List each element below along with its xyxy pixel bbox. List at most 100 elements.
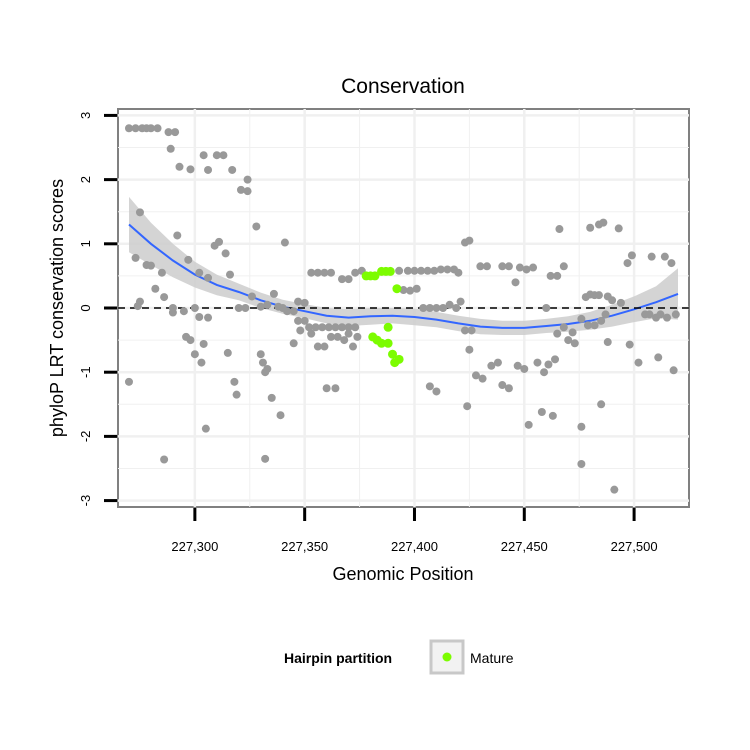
mature-point: [383, 322, 393, 332]
x-tick-label: 227,450: [501, 539, 548, 554]
y-tick-label: 0: [78, 304, 93, 311]
background-point: [627, 251, 636, 260]
background-point: [324, 323, 333, 332]
background-point: [395, 266, 404, 275]
background-point: [476, 262, 485, 271]
background-point: [331, 384, 340, 393]
background-point: [467, 326, 476, 335]
background-point: [263, 300, 272, 309]
axis-layer: 227,300 227,350 227,400 227,450 227,500 -3 -2 -…: [78, 112, 658, 554]
background-point: [406, 286, 415, 295]
background-point: [186, 165, 195, 174]
confidence-band: [129, 196, 678, 335]
background-point: [625, 340, 634, 349]
background-point: [432, 304, 441, 312]
chart-title: Conservation: [341, 75, 465, 98]
background-point: [135, 297, 144, 306]
background-point: [307, 268, 316, 277]
background-point: [322, 384, 331, 393]
background-point: [146, 261, 155, 270]
y-tick-label: -3: [78, 495, 93, 507]
background-point: [513, 361, 522, 370]
background-point: [261, 454, 270, 463]
background-point: [478, 374, 487, 383]
background-point: [168, 308, 177, 317]
background-point: [645, 310, 654, 319]
background-point: [671, 310, 680, 319]
x-tick-label: 227,300: [171, 539, 218, 554]
background-point: [425, 304, 434, 312]
background-point: [654, 353, 663, 362]
background-point: [537, 407, 546, 416]
background-point: [353, 332, 362, 341]
background-point: [524, 420, 533, 429]
background-point: [498, 381, 507, 390]
legend-entry-mature: Mature: [470, 650, 514, 666]
smooth-fit-line: [128, 223, 679, 329]
background-point: [223, 348, 232, 357]
background-point: [146, 124, 155, 133]
background-point: [195, 312, 204, 321]
background-point: [399, 286, 408, 295]
background-point: [559, 323, 568, 332]
background-point: [443, 265, 452, 274]
background-point: [660, 252, 669, 261]
background-point: [283, 307, 292, 316]
background-point: [204, 165, 213, 174]
background-point: [634, 358, 643, 367]
background-point: [610, 485, 619, 494]
background-point: [542, 304, 551, 312]
background-point: [498, 262, 507, 271]
background-point: [160, 293, 169, 302]
background-point: [320, 268, 329, 277]
legend-key-mature-point: [442, 652, 452, 662]
confidence-band-layer: [129, 196, 678, 335]
background-point: [419, 304, 428, 312]
background-point: [166, 144, 175, 153]
background-point: [243, 187, 252, 196]
background-point: [465, 345, 474, 354]
background-point: [432, 387, 441, 396]
background-point: [351, 323, 360, 332]
background-point: [190, 350, 199, 359]
background-point: [463, 402, 472, 411]
background-point: [403, 266, 412, 275]
background-point: [186, 336, 195, 345]
background-point: [344, 329, 353, 338]
background-point: [263, 364, 272, 373]
background-point: [529, 263, 538, 272]
background-point: [577, 459, 586, 468]
background-point: [313, 268, 322, 277]
background-point: [423, 266, 432, 275]
background-point: [256, 350, 265, 359]
mature-point: [388, 349, 398, 359]
background-point: [151, 284, 160, 293]
background-point: [348, 342, 357, 351]
x-tick-label: 227,400: [391, 539, 438, 554]
background-point: [164, 128, 173, 137]
background-point: [656, 310, 665, 319]
background-point: [436, 265, 445, 274]
mature-point: [385, 266, 395, 276]
background-point: [520, 364, 529, 373]
y-tick-label: -1: [78, 366, 93, 378]
background-point: [590, 321, 599, 330]
background-point: [454, 268, 463, 277]
background-point: [190, 304, 199, 312]
background-point: [344, 275, 353, 284]
background-point: [546, 271, 555, 280]
background-point: [201, 424, 210, 433]
background-point: [124, 377, 133, 386]
background-point: [241, 304, 250, 312]
background-point: [258, 358, 267, 367]
background-point: [269, 289, 278, 298]
background-point: [608, 296, 617, 305]
background-point: [171, 128, 180, 137]
background-point: [226, 270, 235, 279]
background-point: [603, 338, 612, 347]
mature-point: [383, 338, 393, 348]
background-point: [559, 262, 568, 271]
background-point: [338, 275, 347, 284]
background-point: [307, 329, 316, 338]
